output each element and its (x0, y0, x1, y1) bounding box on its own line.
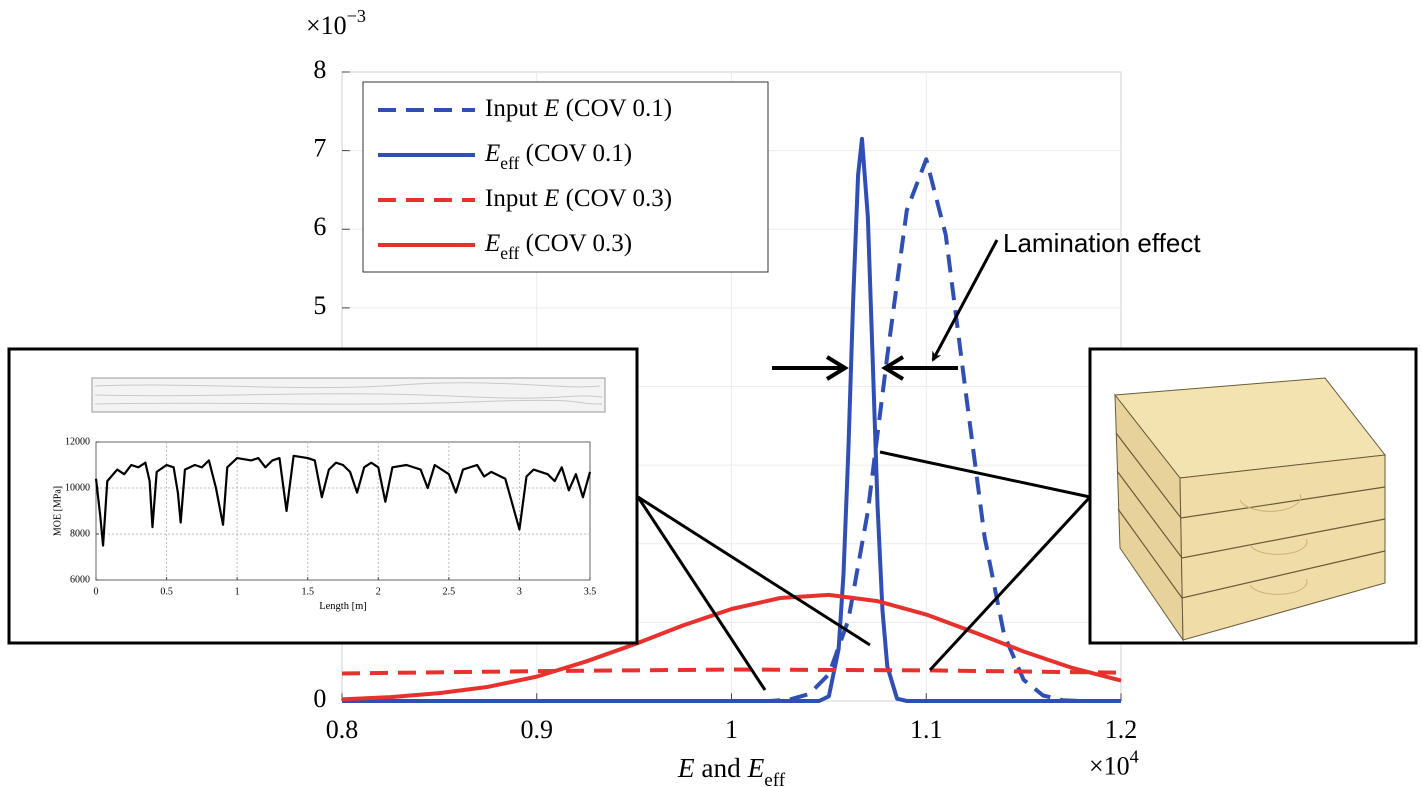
x-axis-label: E and Eeff (677, 753, 786, 787)
x-axis-label: Length [m] (319, 601, 367, 612)
x-tick-label: 0.9 (521, 715, 554, 744)
y-multiplier-part: ×10 (306, 11, 347, 40)
x-tick-label: 2 (376, 586, 381, 597)
y-tick-label: 7 (313, 134, 326, 163)
legend-label-part: (COV 0.3) (559, 185, 672, 212)
inset-moe: 0 0.5 1 1.5 2 2.5 3 3.5 6000 8000 10000 12000 Length… (7, 347, 639, 645)
legend-label-part: (COV 0.3) (519, 230, 632, 257)
x-tick-label: 1.1 (910, 715, 943, 744)
x-tick-label: 0 (94, 586, 99, 597)
callout-line (879, 450, 1091, 499)
legend-label-part: Input (485, 185, 544, 212)
legend-label-part: eff (500, 153, 519, 173)
series-line (341, 592, 1122, 702)
x-tick-label: 0.8 (326, 715, 359, 744)
legend-label-part: E (484, 230, 500, 257)
legend-label-part: E (543, 185, 559, 212)
legend-label-part: Input (485, 95, 544, 122)
series-line (94, 454, 592, 547)
annotation: Lamination effect (1003, 228, 1201, 258)
beam-image (91, 377, 606, 413)
y-tick-label: 8000 (70, 528, 90, 539)
x-axis-label-part: eff (764, 770, 785, 787)
callout-line (636, 496, 767, 691)
y-tick-label: 8 (313, 55, 326, 84)
y-axis-label: MOE [MPa] (52, 486, 63, 536)
y-tick-label: 10000 (65, 482, 90, 493)
y-tick-label: 6000 (70, 574, 90, 585)
x-tick-label: 0.5 (160, 586, 173, 597)
x-tick-label: 1.2 (1105, 715, 1138, 744)
x-multiplier-part: ×10 (1089, 752, 1130, 781)
legend-label: Input E (COV 0.1) (485, 95, 672, 122)
legend-label-part: (COV 0.1) (559, 95, 672, 122)
plot-area (95, 441, 591, 581)
callout-line (928, 495, 1092, 672)
inset-glulam (1088, 347, 1418, 645)
block-end (1179, 454, 1386, 641)
callout-line (637, 495, 871, 647)
legend-label: Input E (COV 0.3) (485, 185, 672, 212)
y-tick-label: 6 (313, 212, 326, 241)
x-tick-label: 3 (517, 586, 522, 597)
x-axis-label-part: and (695, 753, 748, 783)
y-tick-label: 5 (313, 291, 326, 320)
growth-rings (1239, 493, 1308, 595)
series-line (341, 667, 1122, 676)
legend-label: Eeff (COV 0.1) (484, 140, 632, 173)
y-multiplier-part: −3 (347, 6, 366, 26)
x-multiplier-part: 4 (1130, 747, 1139, 767)
x-tick-label: 3.5 (584, 586, 597, 597)
y-multiplier: ×10−3 (306, 6, 366, 40)
legend-label-part: (COV 0.1) (519, 140, 632, 167)
lamination-lines (1115, 432, 1386, 599)
legend-label-part: E (484, 140, 500, 167)
legend-label-part: eff (500, 243, 519, 263)
series-line (342, 157, 1121, 703)
legend-label-part: E (543, 95, 559, 122)
x-tick-label: 1 (725, 715, 738, 744)
x-axis-label-part: E (677, 753, 695, 783)
annotation-arrow (931, 239, 999, 362)
x-tick-label: 2.5 (443, 586, 456, 597)
y-tick-label: 12000 (65, 436, 90, 447)
x-axis-label-part: Length [m] (319, 601, 367, 612)
x-tick-label: 1 (235, 586, 240, 597)
x-axis-label-part: E (747, 753, 765, 783)
beam-grain (94, 382, 603, 405)
x-multiplier: ×104 (1089, 747, 1139, 781)
x-tick-label: 1.5 (301, 586, 314, 597)
legend-box (362, 81, 769, 273)
callouts: Lamination effect (636, 228, 1201, 691)
y-tick-label: 0 (313, 684, 326, 713)
legend-label: Eeff (COV 0.3) (484, 230, 632, 263)
